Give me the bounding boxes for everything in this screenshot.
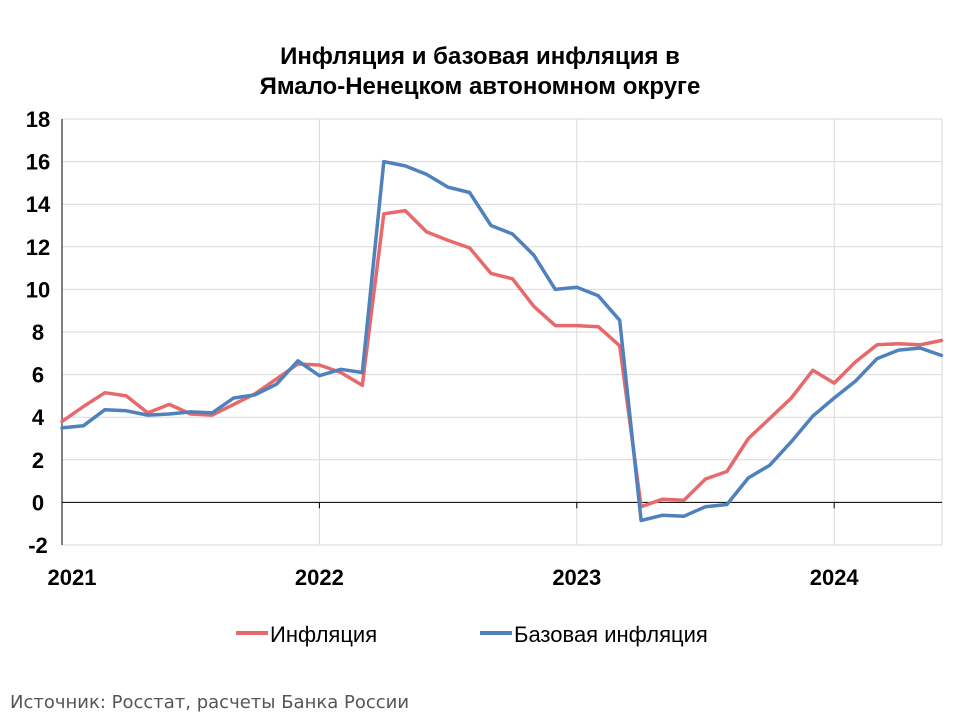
x-tick-label: 2021 (48, 565, 97, 590)
y-tick-label: 10 (26, 277, 50, 302)
y-tick-label: 16 (26, 150, 50, 175)
series-line-inflation (60, 208, 944, 509)
x-tick-label: 2022 (295, 565, 344, 590)
y-tick-label: 12 (26, 235, 50, 260)
x-tick-label: 2024 (810, 565, 860, 590)
series-line-core (60, 159, 944, 523)
legend-label-core: Базовая инфляция (514, 622, 708, 647)
series-lines (60, 159, 944, 523)
chart-title-line-1: Инфляция и базовая инфляция в (280, 43, 680, 70)
gridlines (62, 118, 943, 546)
source-note: Источник: Росстат, расчеты Банка России (10, 692, 410, 713)
y-tick-label: 6 (32, 363, 44, 388)
chart-title: Инфляция и базовая инфляция в Ямало-Нене… (0, 42, 960, 102)
chart-title-line-2: Ямало-Ненецком автономном округе (259, 73, 701, 100)
y-tick-label: -2 (28, 533, 48, 558)
y-tick-label: 14 (26, 192, 51, 217)
y-tick-label: 18 (26, 107, 50, 132)
y-tick-label: 4 (32, 405, 45, 430)
y-tick-label: 0 (32, 490, 44, 515)
legend: Инфляция Базовая инфляция (236, 622, 708, 647)
axes (61, 119, 942, 545)
y-axis-ticks: -2 0 2 4 6 8 10 12 14 16 18 (26, 107, 51, 558)
legend-label-inflation: Инфляция (270, 622, 377, 647)
y-tick-label: 2 (32, 448, 44, 473)
x-axis-ticks: 2021 2022 2023 2024 (48, 565, 860, 590)
x-tick-label: 2023 (552, 565, 601, 590)
y-tick-label: 8 (32, 320, 44, 345)
